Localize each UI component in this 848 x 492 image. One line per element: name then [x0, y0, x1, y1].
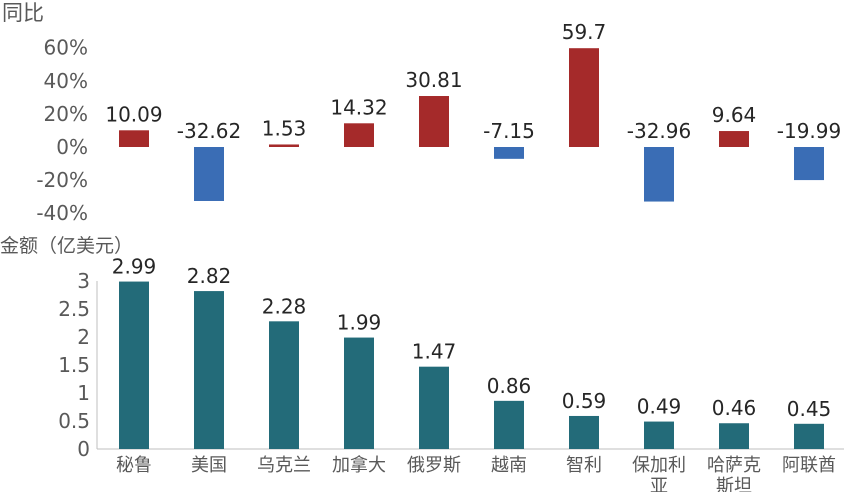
bottom-data-label: 1.99	[337, 311, 382, 335]
top-data-label: -32.96	[627, 119, 691, 143]
top-data-label: 14.32	[330, 95, 387, 119]
category-label: 保加利	[632, 455, 686, 476]
category-label: 俄罗斯	[407, 455, 461, 476]
top-bar	[794, 147, 824, 181]
bottom-bar	[269, 321, 299, 449]
top-data-label: -7.15	[483, 119, 535, 143]
top-chart: 60% 40% 20% 0% -20% -40% 10.09 -32.62 1.53 14.32 3…	[36, 20, 841, 225]
category-label: 加拿大	[332, 454, 386, 476]
bottom-bar	[419, 366, 449, 449]
top-data-label: 9.64	[712, 103, 757, 127]
bottom-data-label: 0.49	[637, 395, 682, 419]
bottom-ytick-label: 2.5	[58, 297, 90, 321]
bottom-bar	[569, 415, 599, 449]
category-label: 哈萨克	[707, 455, 761, 476]
top-bar	[119, 130, 149, 147]
bottom-ytick-label: 0	[77, 437, 90, 461]
bottom-data-label: 2.99	[112, 255, 157, 279]
top-data-label: 59.7	[562, 20, 607, 44]
top-data-label: -19.99	[777, 119, 841, 143]
bottom-data-label: 2.28	[262, 294, 307, 318]
category-label: 亚	[650, 476, 668, 492]
top-bar	[569, 48, 599, 147]
bottom-data-label: 1.47	[412, 340, 457, 364]
category-label: 智利	[566, 455, 602, 476]
top-ytick-label: 60%	[44, 36, 88, 60]
bottom-ytick-label: 1	[77, 381, 90, 405]
category-label: 斯坦	[716, 476, 752, 492]
top-data-label: -32.62	[177, 119, 241, 143]
category-label: 阿联酋	[782, 455, 836, 476]
top-bar	[344, 123, 374, 147]
top-ytick-label: 20%	[44, 102, 88, 126]
bottom-bar	[119, 281, 149, 449]
bottom-bar	[644, 421, 674, 449]
bottom-chart-ylabel: 金额（亿美元）	[0, 235, 133, 257]
bottom-ytick-label: 2	[77, 325, 90, 349]
top-data-label: 30.81	[405, 68, 462, 92]
top-data-label: 10.09	[105, 102, 162, 126]
bottom-data-label: 0.86	[487, 374, 532, 398]
top-bar	[419, 96, 449, 147]
bottom-data-label: 0.45	[787, 397, 832, 421]
bottom-bar	[494, 400, 524, 449]
top-data-label: 1.53	[262, 116, 307, 140]
top-bar	[194, 147, 224, 201]
top-bar	[269, 144, 299, 147]
top-bar	[494, 147, 524, 159]
bottom-bar	[344, 337, 374, 449]
bottom-ytick-label: 3	[77, 269, 90, 293]
category-label: 秘鲁	[116, 455, 152, 476]
bottom-data-label: 0.46	[712, 396, 757, 420]
bottom-bar	[194, 291, 224, 449]
bottom-data-label: 2.82	[187, 264, 232, 288]
bottom-bar	[794, 423, 824, 449]
bottom-ytick-label: 0.5	[58, 409, 90, 433]
top-ytick-label: 0%	[56, 135, 88, 159]
category-label: 美国	[191, 455, 227, 476]
bottom-ytick-label: 1.5	[58, 353, 90, 377]
category-label: 越南	[491, 455, 527, 476]
top-ytick-label: 40%	[44, 69, 88, 93]
top-bar	[644, 147, 674, 202]
top-ytick-label: -40%	[36, 201, 88, 225]
top-chart-ylabel: 同比	[2, 1, 44, 25]
top-bar	[719, 131, 749, 147]
bottom-bar	[719, 423, 749, 449]
bottom-data-label: 0.59	[562, 389, 607, 413]
top-ytick-label: -20%	[36, 168, 88, 192]
category-label: 乌克兰	[257, 455, 311, 476]
bottom-chart: 3 2.5 2 1.5 1 0.5 0 2.99 秘鲁 2.82 美国 2.28 乌克兰 1.99 加拿大 1…	[58, 255, 836, 492]
